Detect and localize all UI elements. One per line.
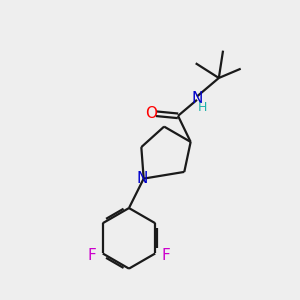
- Text: H: H: [197, 101, 207, 114]
- Text: N: N: [191, 91, 203, 106]
- Text: F: F: [88, 248, 97, 263]
- Text: O: O: [145, 106, 157, 121]
- Text: N: N: [136, 171, 148, 186]
- Text: F: F: [161, 248, 170, 263]
